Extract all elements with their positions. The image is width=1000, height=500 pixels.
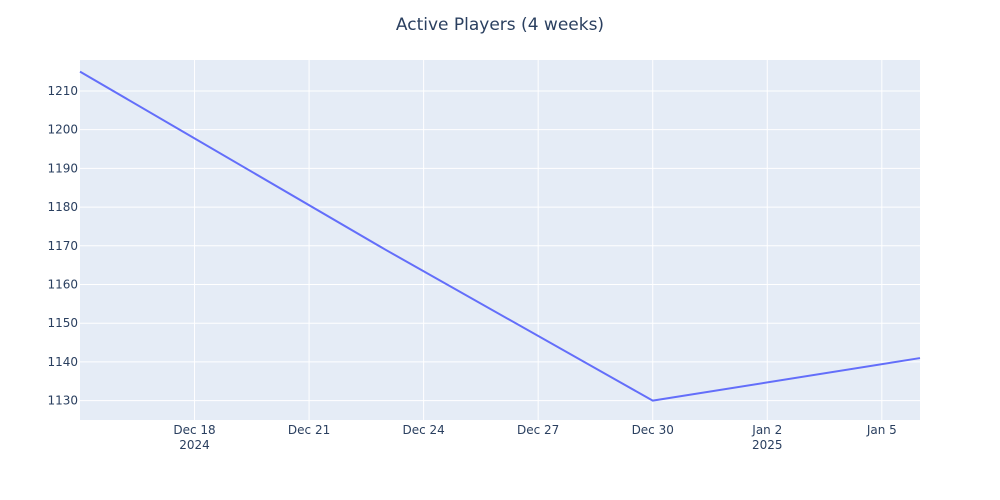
y-tick-label: 1170 — [47, 239, 78, 253]
y-tick-label: 1130 — [47, 394, 78, 408]
x-tick-label: Dec 18 — [173, 423, 215, 437]
data-point — [382, 247, 388, 253]
y-tick-label: 1180 — [47, 200, 78, 214]
data-point — [77, 69, 83, 75]
series-layer — [77, 69, 923, 404]
plot-area — [80, 60, 920, 420]
y-axis-ticks: 1130 1140 1150 1160 1170 1180 1190 1200 1210 — [47, 84, 78, 408]
y-tick-label: 1210 — [47, 84, 78, 98]
y-tick-label: 1190 — [47, 161, 78, 175]
data-point — [917, 355, 923, 361]
gridlines — [80, 60, 920, 420]
x-tick-year-label: 2024 — [179, 438, 210, 452]
data-point — [650, 398, 656, 404]
y-tick-label: 1140 — [47, 355, 78, 369]
series-line — [79, 70, 921, 402]
x-tick-year-label: 2025 — [752, 438, 783, 452]
x-tick-label: Jan 5 — [866, 423, 897, 437]
x-tick-label: Dec 30 — [632, 423, 674, 437]
y-tick-label: 1160 — [47, 278, 78, 292]
x-tick-label: Dec 24 — [402, 423, 444, 437]
chart-title: Active Players (4 weeks) — [396, 15, 604, 35]
y-tick-label: 1150 — [47, 316, 78, 330]
y-tick-label: 1200 — [47, 123, 78, 137]
x-tick-label: Dec 27 — [517, 423, 559, 437]
x-tick-label: Jan 2 — [751, 423, 782, 437]
x-tick-label: Dec 21 — [288, 423, 330, 437]
